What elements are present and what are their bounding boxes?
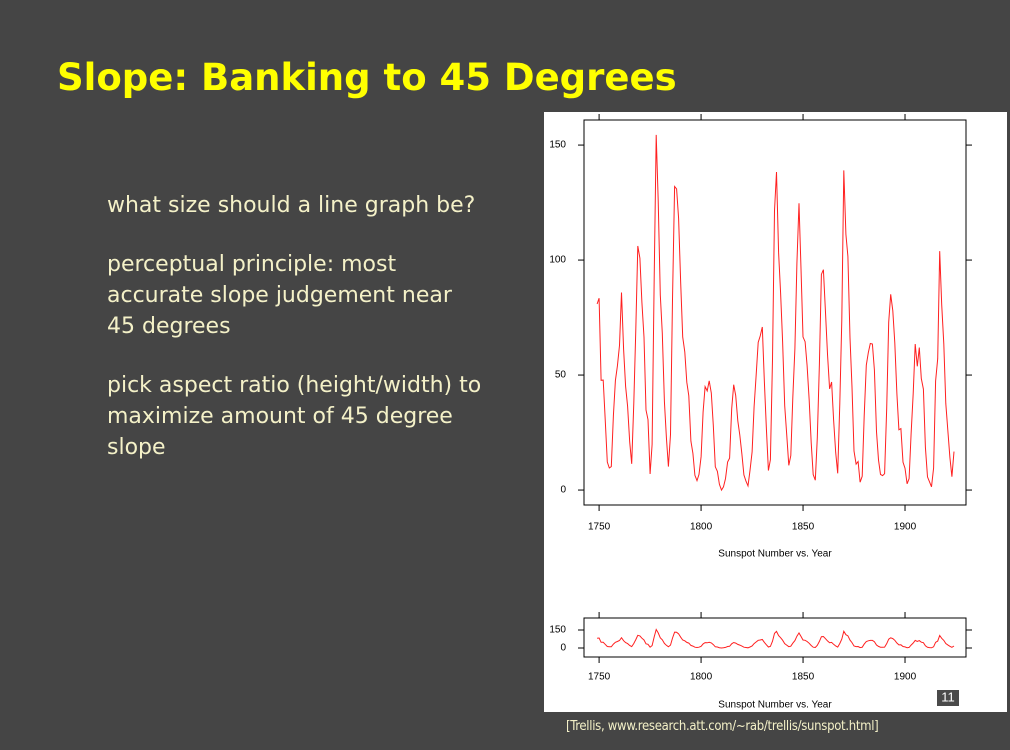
y-tick-label: 0: [560, 643, 566, 654]
data-line: [596, 134, 955, 492]
y-tick-label: 150: [549, 625, 566, 636]
citation: [Trellis, www.research.att.com/~rab/trel…: [566, 719, 879, 734]
x-tick-label: 1850: [792, 672, 815, 683]
x-tick-label: 1850: [792, 522, 815, 533]
bullet: pick aspect ratio (height/width) to maxi…: [107, 373, 482, 460]
plot-frame: [583, 617, 967, 658]
x-tick-label: 1800: [690, 672, 713, 683]
x-tick-label: 1900: [894, 672, 917, 683]
y-tick-label: 100: [549, 255, 566, 266]
bullet-list: what size should a line graph be? percept…: [107, 190, 482, 491]
y-tick-label: 0: [560, 485, 566, 496]
x-tick-label: 1750: [588, 672, 611, 683]
panel-background: [544, 112, 1007, 712]
plot-frame: [583, 119, 967, 506]
slide-number-box: [937, 690, 959, 706]
y-tick-label: 150: [549, 140, 566, 151]
slide-title: Slope: Banking to 45 Degrees: [57, 56, 677, 99]
x-axis-label: Sunspot Number vs. Year: [718, 549, 832, 560]
bullet: perceptual principle: most accurate slop…: [107, 252, 452, 339]
x-tick-label: 1900: [894, 522, 917, 533]
x-axis-label: Sunspot Number vs. Year: [718, 700, 832, 711]
slide-number: 11: [941, 689, 955, 704]
data-line: [597, 628, 955, 649]
bullet: what size should a line graph be?: [107, 193, 476, 218]
x-tick-label: 1800: [690, 522, 713, 533]
y-tick-label: 50: [555, 370, 567, 381]
x-tick-label: 1750: [588, 522, 611, 533]
